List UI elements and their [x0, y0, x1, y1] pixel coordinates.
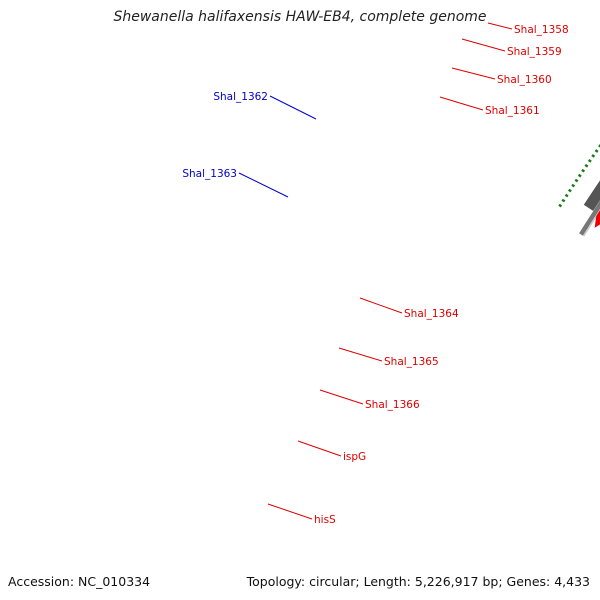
gene-label[interactable]: Shal_1366 [365, 399, 420, 411]
outer-ruler-dot [558, 203, 563, 208]
gene-label[interactable]: Shal_1359 [507, 46, 562, 58]
gene-leader-line [297, 440, 342, 457]
gene-leader-line [269, 95, 317, 120]
outer-ruler-dot [571, 183, 576, 188]
gene-label[interactable]: Shal_1363 [182, 168, 237, 180]
topology-summary: Topology: circular; Length: 5,226,917 bp… [246, 574, 590, 589]
gene-label[interactable]: Shal_1365 [384, 356, 439, 368]
outer-ruler-dot [594, 149, 599, 153]
gene-leader-line [461, 38, 506, 52]
outer-ruler-dot [564, 193, 569, 198]
gene-label[interactable]: Shal_1360 [497, 74, 552, 86]
accession-text: Accession: NC_010334 [8, 574, 151, 589]
gene-label[interactable]: hisS [314, 514, 336, 526]
gene-leader-line [359, 297, 403, 314]
gene-leader-line [319, 389, 364, 405]
outer-ruler-dot [567, 188, 572, 193]
gene-leader-line [267, 503, 313, 520]
outer-ruler-dot [591, 154, 596, 158]
map-title: Shewanella halifaxensis HAW-EB4, complet… [113, 9, 487, 25]
outer-ruler-dot [598, 144, 600, 148]
gene-leader-line [439, 96, 484, 111]
gene-label[interactable]: Shal_1362 [213, 91, 268, 103]
gene-arrow [594, 209, 600, 228]
gene-leader-line [338, 347, 383, 362]
gene-label[interactable]: Shal_1361 [485, 105, 540, 117]
gene-label[interactable]: ispG [343, 451, 366, 463]
gene-label[interactable]: Shal_1364 [404, 308, 459, 320]
outer-ruler-dot [587, 158, 592, 163]
outer-ruler-dot [577, 173, 582, 178]
outer-ruler-dot [584, 163, 589, 168]
gene-leader-line [487, 22, 513, 30]
outer-ruler-dot [561, 198, 566, 203]
outer-ruler-dot [574, 178, 579, 183]
outer-ruler-dot [581, 168, 586, 173]
gene-leader-line [238, 172, 289, 198]
gene-leader-line [451, 67, 496, 80]
gene-label[interactable]: Shal_1358 [514, 24, 569, 36]
gene-block [583, 180, 600, 212]
